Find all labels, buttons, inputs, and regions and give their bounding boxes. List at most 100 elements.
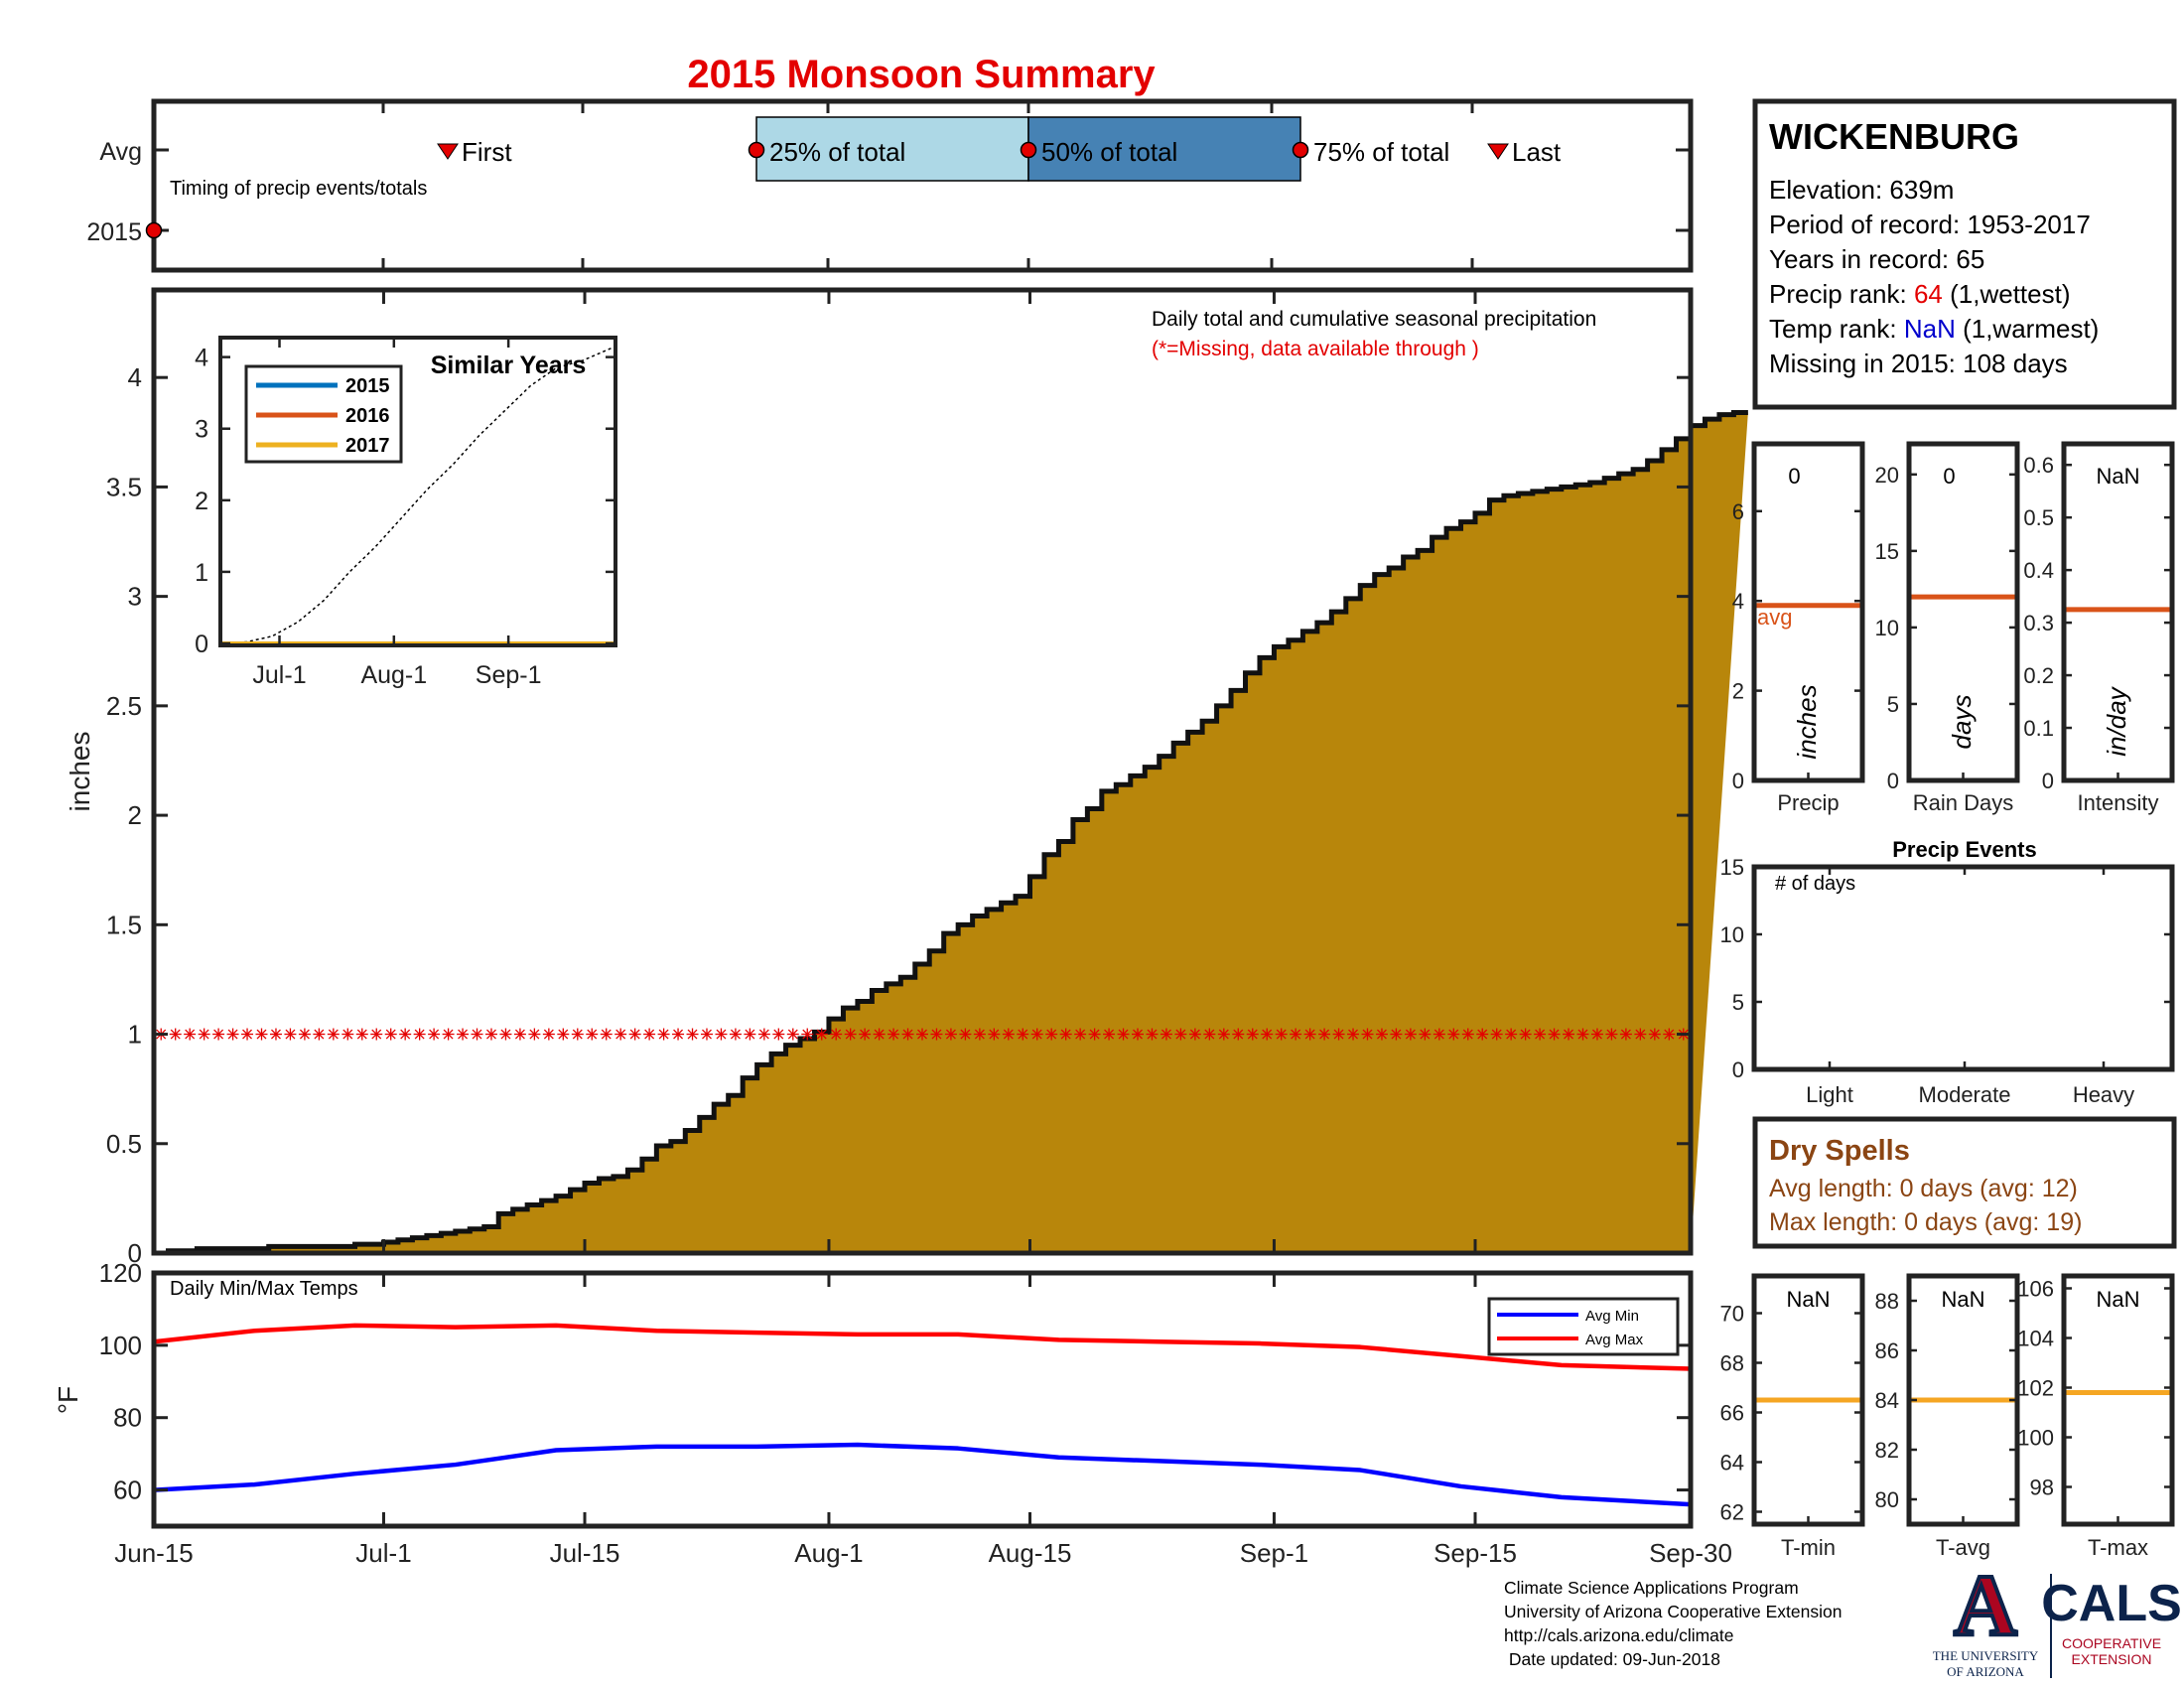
title-intensity: Intensity — [2078, 790, 2159, 815]
precip-chart-subtitle: (*=Missing, data available through ) — [1152, 338, 1479, 360]
missing-marker — [628, 1028, 641, 1041]
similar-years-y-axis: 0 1 2 3 4 — [195, 345, 615, 658]
missing-marker — [1246, 1028, 1259, 1041]
inset-y-tick-label: 0 — [195, 631, 208, 658]
station-precip-rank: Precip rank: 64 (1,wettest) — [1769, 279, 2071, 309]
y-tick-label-rain_days: 0 — [1887, 769, 1899, 793]
footer-line-2: University of Arizona Cooperative Extens… — [1504, 1602, 1843, 1621]
y-tick-label-tmax: 100 — [2017, 1426, 2054, 1451]
temps-title: Daily Min/Max Temps — [170, 1278, 358, 1300]
missing-marker — [1347, 1028, 1360, 1041]
precip-events-title: Precip Events — [1892, 837, 2037, 862]
missing-marker — [973, 1028, 986, 1041]
raindays-panel-ylabel: days — [1947, 695, 1977, 750]
missing-marker — [1563, 1028, 1575, 1041]
footer-line-1: Climate Science Applications Program — [1504, 1578, 1799, 1598]
missing-marker — [255, 1028, 268, 1041]
missing-marker — [844, 1028, 857, 1041]
missing-marker — [184, 1028, 197, 1041]
missing-marker — [944, 1028, 957, 1041]
y-tick-label-tmin: 66 — [1720, 1401, 1744, 1426]
similar-years-title: Similar Years — [431, 352, 587, 379]
missing-marker — [859, 1028, 872, 1041]
y-tick-label-tmin: 62 — [1720, 1500, 1744, 1525]
missing-marker — [1074, 1028, 1087, 1041]
missing-marker — [1088, 1028, 1101, 1041]
missing-marker — [1576, 1028, 1589, 1041]
missing-marker — [1146, 1028, 1159, 1041]
station-info-box: WICKENBURG Elevation: 639m Period of rec… — [1752, 98, 2177, 410]
year-marker-icon — [145, 221, 163, 239]
x-tick-label: Jul-15 — [550, 1538, 620, 1568]
temps-y-tick-label: 120 — [99, 1258, 142, 1288]
missing-marker — [643, 1028, 656, 1041]
missing-marker — [830, 1028, 843, 1041]
footer-line-3[interactable]: http://cals.arizona.edu/climate — [1504, 1625, 1734, 1645]
inset-x-tick-label: Sep-1 — [476, 661, 542, 689]
missing-marker — [1045, 1028, 1058, 1041]
missing-marker — [873, 1028, 886, 1041]
event-category-moderate: Moderate — [1919, 1082, 2011, 1107]
title-precip_totals: Precip — [1777, 790, 1839, 815]
station-name: WICKENBURG — [1769, 116, 2019, 157]
temps-y-axis: 60 80 100 120 — [99, 1258, 1691, 1505]
missing-marker — [744, 1028, 756, 1041]
missing-marker — [1332, 1028, 1345, 1041]
ua-logo-line2: OF ARIZONA — [1947, 1664, 2024, 1679]
missing-marker — [657, 1028, 670, 1041]
precip-y-tick-label: 3 — [128, 582, 142, 612]
y-tick-label-intensity: 0.6 — [2023, 453, 2054, 478]
p25-marker-icon — [748, 141, 765, 159]
x-tick-label: Sep-15 — [1433, 1538, 1517, 1568]
ua-logo-line1: THE UNIVERSITY — [1933, 1648, 2039, 1663]
y-tick-label-intensity: 0.3 — [2023, 611, 2054, 635]
missing-marker — [772, 1028, 785, 1041]
x-tick-label: Sep-30 — [1649, 1538, 1732, 1568]
event-category-heavy: Heavy — [2073, 1082, 2134, 1107]
missing-marker — [327, 1028, 340, 1041]
missing-marker — [169, 1028, 182, 1041]
y-tick-label-rain_days: 20 — [1875, 463, 1899, 488]
missing-marker — [1059, 1028, 1072, 1041]
missing-marker — [1030, 1028, 1043, 1041]
missing-marker — [1534, 1028, 1547, 1041]
missing-marker — [887, 1028, 900, 1041]
temps-legend: Avg Min Avg Max — [1487, 1297, 1680, 1356]
panel-tmin: 62 64 66 68 70 NaN T-min — [1720, 1273, 1865, 1560]
station-period: Period of record: 1953-2017 — [1769, 210, 2091, 239]
inset-y-tick-label: 4 — [195, 345, 208, 372]
last-marker-icon — [1487, 143, 1509, 160]
missing-marker — [557, 1028, 570, 1041]
missing-marker — [1605, 1028, 1618, 1041]
y-tick-label-intensity: 0.2 — [2023, 663, 2054, 688]
y-tick-label-rain_days: 15 — [1875, 539, 1899, 564]
precip-main-panel: 0 0.5 1 1.5 2 2.5 3 3.5 4 inches Daily total and… — [65, 287, 1748, 1268]
precip-frame — [151, 287, 1694, 1256]
value-label-rain_days: 0 — [1943, 464, 1955, 489]
temps-panel: 60 80 100 120 Jun-15 Jul-1 Jul-15 Aug-1 Aug-15 S… — [53, 1258, 1732, 1568]
chart-title: 2015 Monsoon Summary — [687, 53, 1156, 96]
missing-marker — [901, 1028, 914, 1041]
missing-marker — [801, 1028, 814, 1041]
missing-marker — [1188, 1028, 1201, 1041]
missing-marker — [1648, 1028, 1661, 1041]
station-elevation: Elevation: 639m — [1769, 175, 1954, 205]
frame-tmax — [2061, 1273, 2175, 1527]
y-tick-label-intensity: 0.4 — [2023, 558, 2054, 583]
cals-logo-text: CALS — [2041, 1575, 2182, 1632]
precip-y-tick-label: 1.5 — [106, 910, 142, 939]
missing-marker — [600, 1028, 613, 1041]
cumulative-precip-line — [154, 409, 1748, 1256]
missing-marker — [1261, 1028, 1274, 1041]
missing-marker — [198, 1028, 210, 1041]
missing-marker — [700, 1028, 713, 1041]
missing-marker — [571, 1028, 584, 1041]
precip-y-tick-label: 0 — [128, 1238, 142, 1268]
timing-q1-box — [755, 116, 1029, 182]
missing-marker — [1203, 1028, 1216, 1041]
p75-label: 75% of total — [1313, 137, 1449, 167]
y-tick-label-tavg: 84 — [1875, 1388, 1899, 1413]
missing-marker — [370, 1028, 383, 1041]
station-temp-rank: Temp rank: NaN (1,warmest) — [1769, 314, 2099, 344]
missing-marker — [1318, 1028, 1331, 1041]
